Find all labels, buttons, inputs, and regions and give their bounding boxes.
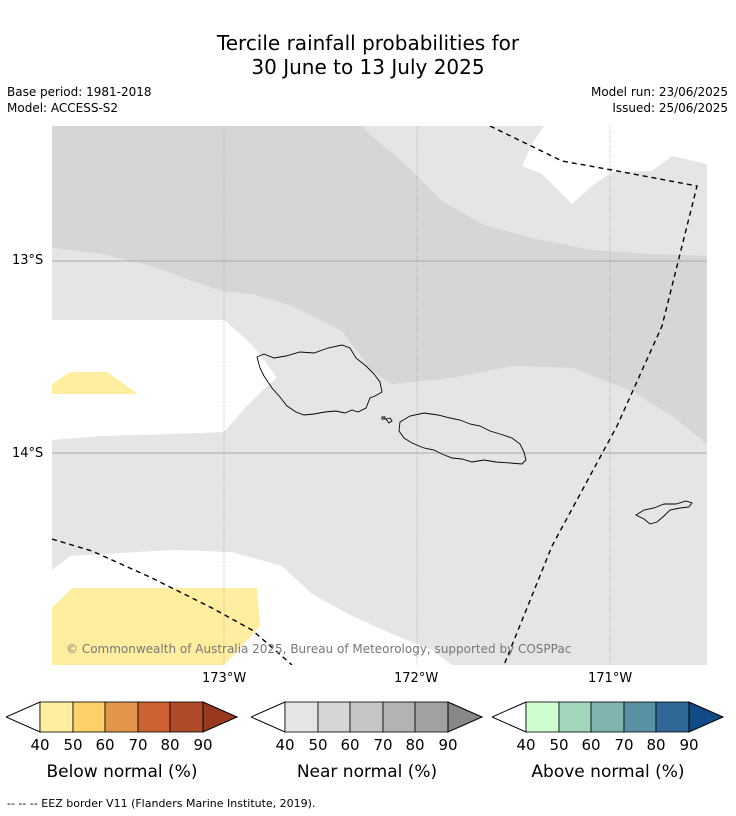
near-cbar-max-arrow xyxy=(447,701,483,733)
below-cbar-70-80 xyxy=(137,701,171,733)
below-40-50-patch-1 xyxy=(52,372,138,394)
eez-footnote: -- -- -- EEZ border V11 (Flanders Marine… xyxy=(7,797,316,810)
near-cbar-50-60 xyxy=(317,701,351,733)
title-line-2: 30 June to 13 July 2025 xyxy=(251,55,485,79)
below-cbar-50-60 xyxy=(72,701,106,733)
no-signal-top-right xyxy=(522,126,707,204)
below-40-50-patch-2 xyxy=(52,588,260,665)
rainfall-map: © Commonwealth of Australia 2025, Bureau… xyxy=(52,126,707,665)
base-period: Base period: 1981-2018 xyxy=(7,85,152,99)
below-cbar-40-50 xyxy=(39,701,74,733)
near-cbar-label: Near normal (%) xyxy=(296,762,438,782)
above-tick-50: 50 xyxy=(549,736,569,754)
lon-label-171w: 171°W xyxy=(588,671,633,686)
colorbar-near xyxy=(251,701,483,733)
apolima-island xyxy=(381,416,386,420)
above-cbar-min-arrow xyxy=(492,701,527,733)
near-50-60-region xyxy=(52,126,707,444)
below-tick-40: 40 xyxy=(30,736,50,754)
above-cbar-max-arrow xyxy=(688,701,724,733)
near-cbar-40-50 xyxy=(284,701,319,733)
no-signal-left xyxy=(52,320,277,440)
lon-label-172w: 172°W xyxy=(394,671,439,686)
eez-borders xyxy=(52,126,698,665)
above-tick-60: 60 xyxy=(581,736,601,754)
near-tick-40: 40 xyxy=(275,736,295,754)
above-tick-90: 90 xyxy=(679,736,699,754)
above-cbar-label: Above normal (%) xyxy=(531,762,685,782)
model-run: Model run: 23/06/2025 xyxy=(590,85,728,99)
below-cbar-60-70 xyxy=(104,701,139,733)
above-tick-40: 40 xyxy=(516,736,536,754)
below-cbar-label: Below normal (%) xyxy=(46,762,198,782)
meta-right: Model run: 23/06/2025 Issued: 25/06/2025 xyxy=(591,84,728,116)
below-tick-60: 60 xyxy=(95,736,115,754)
lat-label-14s: 14°S xyxy=(12,446,44,461)
below-cbar-80-90 xyxy=(169,701,204,733)
near-tick-70: 70 xyxy=(373,736,393,754)
lat-label-13s: 13°S xyxy=(12,253,44,268)
above-cbar-70-80 xyxy=(623,701,657,733)
below-tick-90: 90 xyxy=(193,736,213,754)
above-cbar-60-70 xyxy=(590,701,625,733)
lon-label-173w: 173°W xyxy=(202,671,247,686)
model-name: Model: ACCESS-S2 xyxy=(7,101,119,115)
above-tick-80: 80 xyxy=(646,736,666,754)
islands xyxy=(256,344,693,525)
below-cbar-min-arrow xyxy=(6,701,41,733)
issued-date: Issued: 25/06/2025 xyxy=(612,101,728,115)
tutuila-island xyxy=(635,500,693,525)
near-tick-80: 80 xyxy=(405,736,425,754)
above-tick-70: 70 xyxy=(614,736,634,754)
above-cbar-80-90 xyxy=(655,701,690,733)
eez-border-lower xyxy=(52,538,293,665)
colorbar-above xyxy=(492,701,724,733)
below-tick-50: 50 xyxy=(63,736,83,754)
near-cbar-min-arrow xyxy=(251,701,286,733)
eez-border-upper xyxy=(489,126,698,665)
near-cbar-70-80 xyxy=(382,701,416,733)
near-tick-50: 50 xyxy=(308,736,328,754)
near-cbar-80-90 xyxy=(414,701,449,733)
near-tick-60: 60 xyxy=(340,736,360,754)
near-cbar-60-70 xyxy=(349,701,384,733)
near-tick-90: 90 xyxy=(438,736,458,754)
meta-left: Base period: 1981-2018 Model: ACCESS-S2 xyxy=(7,84,152,116)
manono-island xyxy=(385,417,393,424)
above-cbar-50-60 xyxy=(558,701,592,733)
upolu-island xyxy=(398,412,527,465)
map-title: Tercile rainfall probabilities for 30 Ju… xyxy=(0,31,736,79)
colorbar-below xyxy=(6,701,238,733)
below-cbar-max-arrow xyxy=(202,701,238,733)
title-line-1: Tercile rainfall probabilities for xyxy=(216,31,520,55)
savaii-island xyxy=(256,344,383,416)
gridlines xyxy=(52,126,707,665)
below-tick-80: 80 xyxy=(160,736,180,754)
copyright-text: © Commonwealth of Australia 2025, Bureau… xyxy=(66,642,571,656)
below-tick-70: 70 xyxy=(128,736,148,754)
above-cbar-40-50 xyxy=(525,701,560,733)
